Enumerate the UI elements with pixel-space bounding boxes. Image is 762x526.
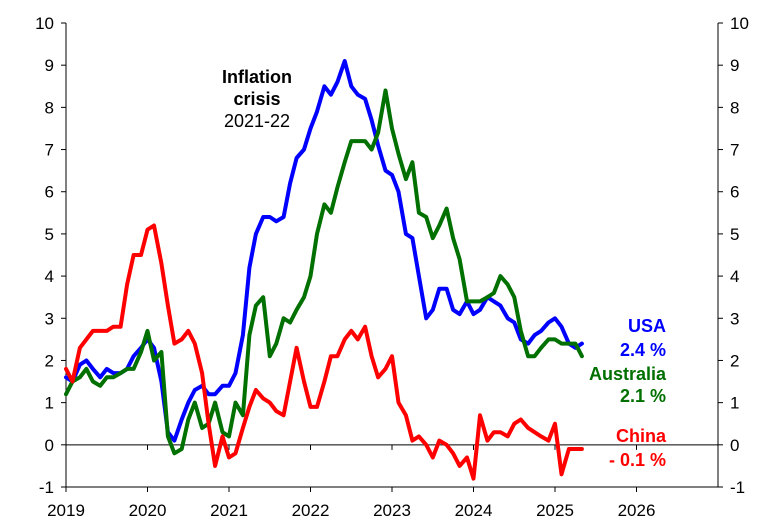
y-tick-label-right: 0 <box>730 436 739 455</box>
y-tick-label-right: 5 <box>730 225 739 244</box>
y-tick-label-right: 7 <box>730 141 739 160</box>
label-china: China <box>616 426 667 446</box>
y-tick-label-left: 1 <box>45 394 54 413</box>
annotation-crisis-line3: 2021-22 <box>224 111 290 131</box>
value-australia: 2.1 % <box>620 386 666 406</box>
y-tick-label-right: 3 <box>730 309 739 328</box>
y-tick-label-right: 4 <box>730 267 739 286</box>
value-usa: 2.4 % <box>620 340 666 360</box>
y-tick-label-left: 3 <box>45 309 54 328</box>
x-tick-label: 2021 <box>210 501 248 520</box>
y-tick-label-left: 7 <box>45 141 54 160</box>
series-line-australia <box>64 88 584 456</box>
x-tick-label: 2024 <box>455 501 493 520</box>
label-usa: USA <box>628 316 666 336</box>
y-tick-label-left: -1 <box>39 478 54 497</box>
series-group <box>64 59 584 481</box>
y-tick-label-right: 2 <box>730 351 739 370</box>
annotation-crisis-line1: Inflation <box>222 67 292 87</box>
x-tick-label: 2019 <box>47 501 85 520</box>
axes: -1 -1 0 0 1 1 2 2 3 3 4 4 5 5 6 6 7 7 8 8 9 9 10 10 2019 2020 2021… <box>35 14 749 520</box>
y-tick-label-left: 6 <box>45 183 54 202</box>
y-tick-label-left: 8 <box>45 98 54 117</box>
y-tick-label-left: 4 <box>45 267 54 286</box>
y-tick-label-left: 5 <box>45 225 54 244</box>
label-australia: Australia <box>589 364 667 384</box>
x-tick-label: 2025 <box>536 501 574 520</box>
x-tick-label: 2022 <box>292 501 330 520</box>
y-tick-label-right: 10 <box>730 14 749 33</box>
value-china: - 0.1 % <box>609 450 666 470</box>
y-tick-label-right: 1 <box>730 394 739 413</box>
x-tick-label: 2023 <box>373 501 411 520</box>
y-tick-label-left: 10 <box>35 14 54 33</box>
y-tick-label-left: 2 <box>45 351 54 370</box>
series-line-china <box>64 223 584 481</box>
y-tick-label-left: 0 <box>45 436 54 455</box>
x-tick-label: 2020 <box>129 501 167 520</box>
y-tick-label-right: 6 <box>730 183 739 202</box>
y-tick-label-left: 9 <box>45 56 54 75</box>
annotation-crisis-line2: crisis <box>233 89 280 109</box>
annotations: Inflation crisis 2021-22 USA 2.4 % Austr… <box>222 67 667 470</box>
x-tick-label: 2026 <box>618 501 656 520</box>
y-tick-label-right: 9 <box>730 56 739 75</box>
y-tick-label-right: 8 <box>730 98 739 117</box>
y-tick-label-right: -1 <box>730 478 745 497</box>
